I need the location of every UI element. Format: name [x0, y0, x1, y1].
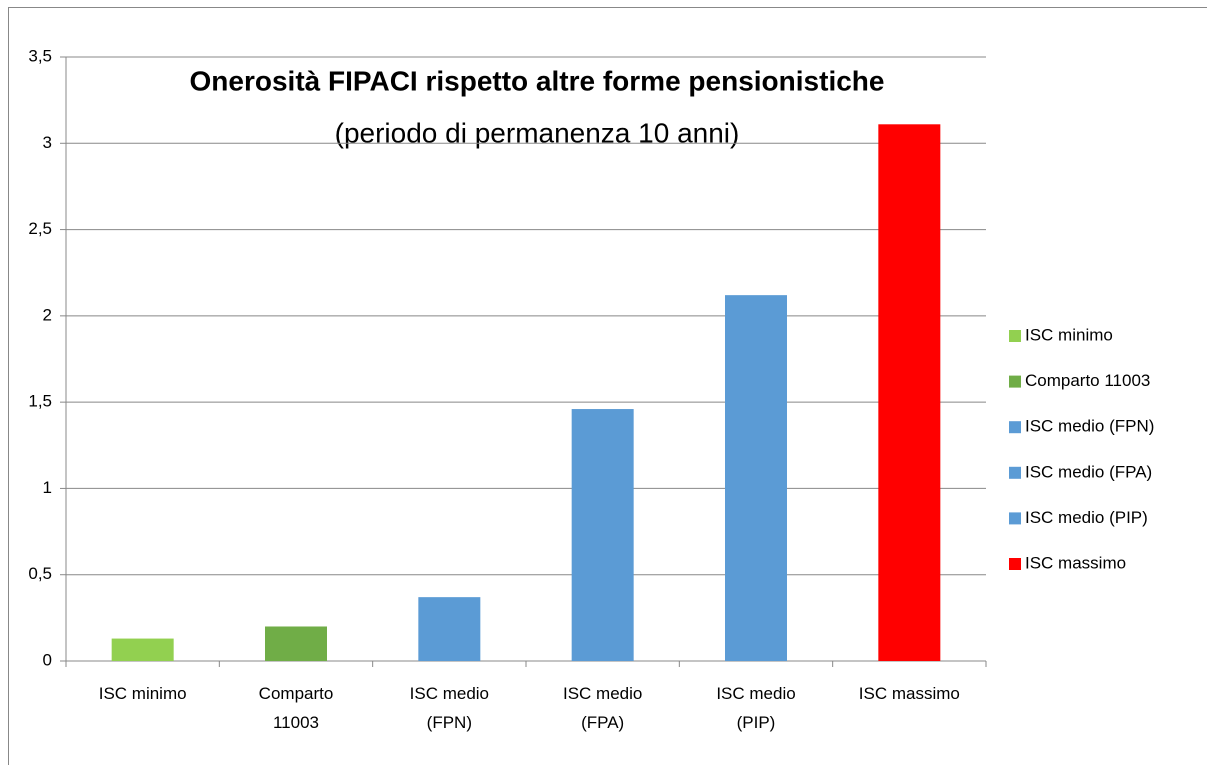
bar	[571, 409, 634, 661]
legend-label: ISC minimo	[1025, 325, 1113, 344]
legend-swatch	[1009, 466, 1021, 479]
legend-label: ISC medio (FPA)	[1025, 462, 1152, 481]
x-tick-label: ISC minimo	[98, 684, 187, 703]
legend-swatch	[1009, 558, 1021, 570]
y-tick-label: 1,5	[28, 392, 52, 411]
y-tick-label: 3,5	[28, 46, 52, 65]
x-tick-label: Comparto 11003	[258, 684, 334, 732]
y-tick-label: 3	[43, 133, 52, 152]
x-tick-label: ISC massimo	[858, 684, 960, 703]
bar	[725, 295, 787, 661]
x-tick-label: ISC medio (FPN)	[409, 684, 490, 732]
y-tick-label: 1	[43, 478, 52, 497]
y-tick-label: 0	[43, 650, 52, 669]
legend-swatch	[1009, 330, 1021, 342]
y-tick-label: 0,5	[28, 564, 52, 583]
chart-border	[8, 7, 1207, 765]
bar	[265, 626, 327, 661]
y-tick-label: 2,5	[28, 219, 52, 238]
legend-swatch	[1009, 421, 1021, 434]
legend-swatch	[1009, 512, 1021, 525]
legend-label: ISC medio (FPN)	[1025, 417, 1154, 436]
legend-swatch	[1009, 375, 1021, 388]
chart-title: Onerosità FIPACI rispetto altre forme pe…	[190, 65, 885, 96]
y-tick-label: 2	[43, 305, 52, 324]
x-tick-label: ISC medio (PIP)	[716, 684, 796, 732]
bar	[418, 597, 481, 661]
bar	[878, 124, 941, 661]
legend-label: ISC massimo	[1025, 553, 1126, 572]
bar	[111, 638, 174, 661]
legend-label: ISC medio (PIP)	[1025, 508, 1148, 527]
x-tick-label: ISC medio (FPA)	[562, 684, 643, 732]
legend-label: Comparto 11003	[1025, 371, 1150, 390]
